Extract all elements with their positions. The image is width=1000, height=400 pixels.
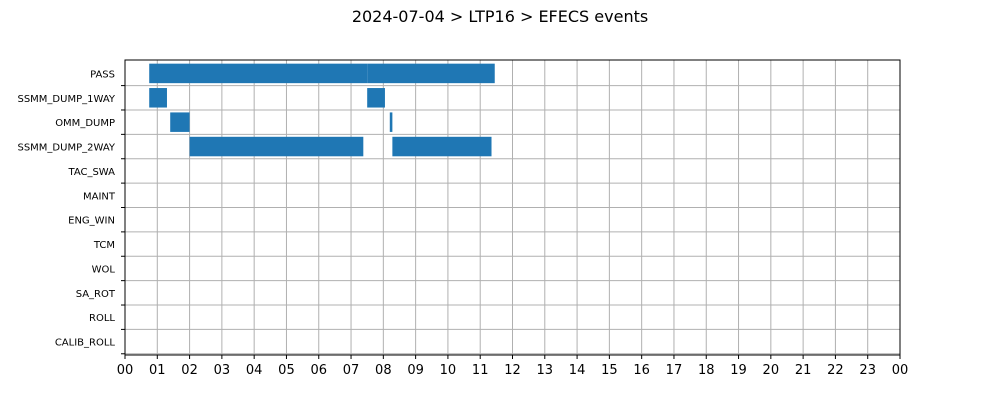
event-bar (367, 88, 385, 108)
x-tick-label: 15 (601, 363, 618, 378)
y-tick-label: MAINT (83, 191, 116, 202)
event-bars (149, 63, 495, 157)
x-tick-label: 01 (149, 363, 166, 378)
y-tick-label: SSMM_DUMP_1WAY (17, 94, 115, 105)
x-tick-label: 13 (537, 363, 554, 378)
y-tick-label: TCM (93, 240, 115, 251)
event-bar (392, 136, 492, 157)
x-tick-label: 16 (633, 363, 650, 378)
y-tick-label: SA_ROT (76, 289, 116, 300)
x-tick-label: 05 (278, 363, 295, 378)
y-tick-label: CALIB_ROLL (55, 338, 116, 349)
x-axis: 00 01 02 03 04 05 06 07 08 09 10 11 12 13 14 15 16 17 18 19… (117, 355, 909, 378)
x-tick-label: 08 (375, 363, 392, 378)
y-axis: PASS SSMM_DUMP_1WAY OMM_DUMP SSMM_DUMP_2WAY… (17, 69, 125, 355)
x-tick-label: 14 (569, 363, 586, 378)
x-tick-label: 21 (795, 363, 812, 378)
grid (124, 60, 901, 355)
x-tick-label: 00 (892, 363, 909, 378)
x-tick-label: 03 (214, 363, 231, 378)
event-bar (189, 136, 364, 157)
event-bar (389, 112, 393, 132)
x-tick-label: 11 (472, 363, 489, 378)
chart-title: 2024-07-04 > LTP16 > EFECS events (352, 7, 648, 26)
y-tick-label: ENG_WIN (68, 216, 115, 227)
x-tick-label: 09 (407, 363, 424, 378)
event-bar (149, 63, 368, 84)
y-tick-label: ROLL (89, 313, 115, 324)
x-tick-label: 19 (730, 363, 747, 378)
event-bar (149, 88, 167, 108)
x-tick-label: 07 (343, 363, 360, 378)
y-tick-label: SSMM_DUMP_2WAY (17, 143, 115, 154)
y-tick-label: WOL (92, 264, 116, 275)
y-tick-label: PASS (90, 69, 115, 80)
x-tick-label: 02 (181, 363, 198, 378)
x-tick-label: 20 (763, 363, 780, 378)
x-tick-label: 12 (504, 363, 521, 378)
x-tick-label: 23 (859, 363, 876, 378)
y-tick-label: TAC_SWA (67, 167, 115, 178)
x-tick-label: 22 (827, 363, 844, 378)
x-tick-label: 18 (698, 363, 715, 378)
y-tick-label: OMM_DUMP (55, 118, 115, 129)
event-bar (367, 63, 495, 84)
event-bar (170, 112, 190, 132)
x-tick-label: 10 (440, 363, 457, 378)
x-tick-label: 06 (310, 363, 327, 378)
x-tick-label: 00 (117, 363, 134, 378)
x-tick-label: 04 (246, 363, 263, 378)
x-tick-label: 17 (666, 363, 683, 378)
